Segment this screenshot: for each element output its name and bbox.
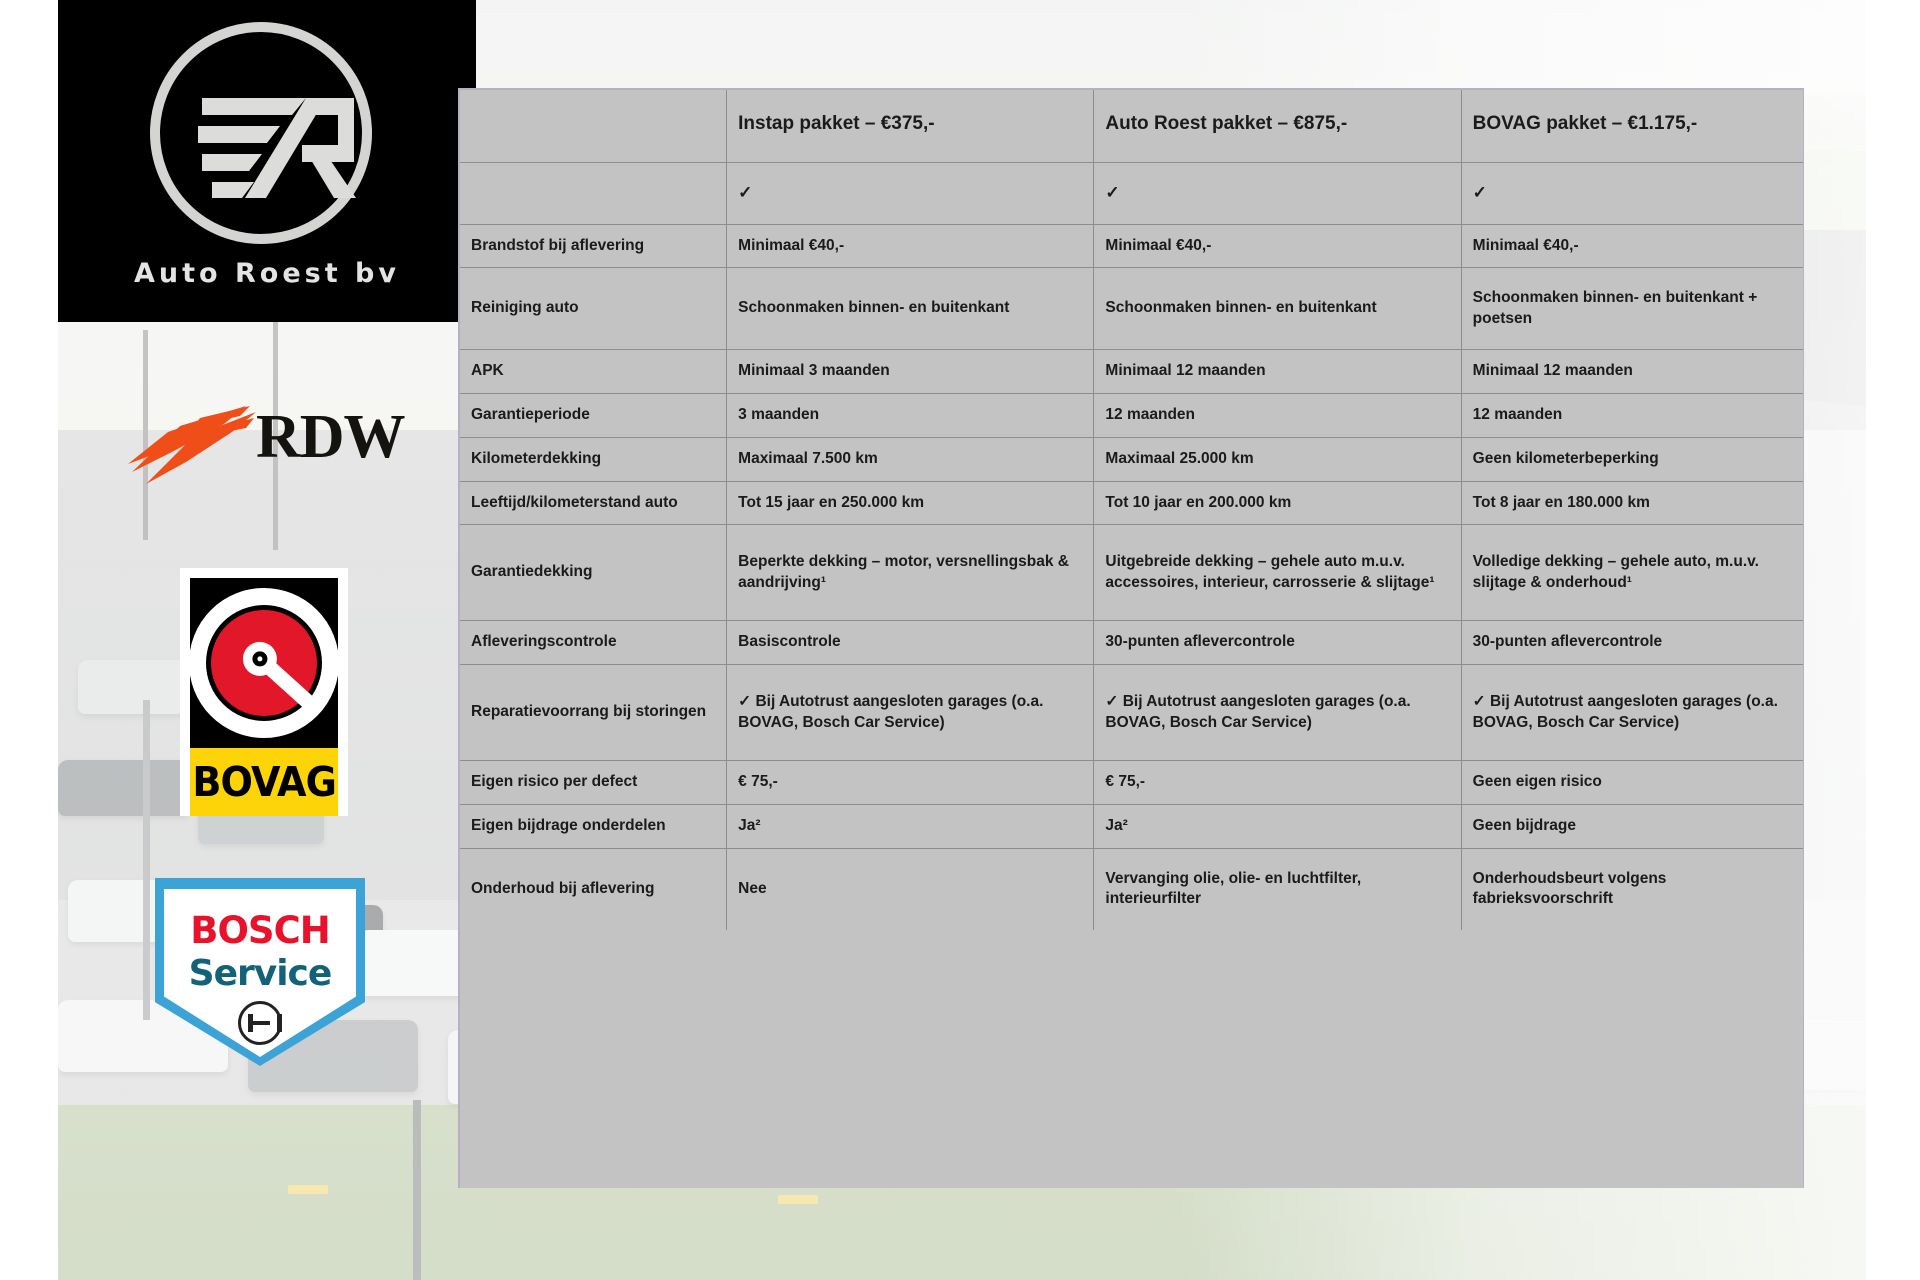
row-label-eigen-bijdrage: Eigen bijdrage onderdelen: [460, 804, 728, 849]
cell-autoroest-reparatievoorrang: ✓ Bij Autotrust aangesloten garages (o.a…: [1093, 664, 1462, 762]
table-row: Onderhoud bij aflevering Nee Vervanging …: [460, 848, 1803, 931]
bovag-logo: BOVAG: [180, 568, 348, 816]
cell-autoroest-afleveringscontrole: 30-punten aflevercontrole: [1093, 620, 1462, 666]
cell-bovag-eigen-risico: Geen eigen risico: [1461, 760, 1803, 805]
table-row: Reiniging auto Schoonmaken binnen- en bu…: [460, 267, 1803, 351]
cell-bovag-leeftijd: Tot 8 jaar en 180.000 km: [1461, 481, 1803, 526]
bovag-wheel-icon: [190, 578, 338, 748]
table-row: Reparatievoorrang bij storingen ✓ Bij Au…: [460, 664, 1803, 762]
cell-instap-leeftijd: Tot 15 jaar en 250.000 km: [726, 481, 1095, 526]
bosch-service-wordmark: Service: [188, 953, 333, 994]
cell-autoroest-eigen-bijdrage: Ja²: [1093, 804, 1462, 849]
cell-autoroest-garantieperiode: 12 maanden: [1093, 393, 1462, 438]
row-label-eigen-risico: Eigen risico per defect: [460, 760, 728, 805]
package-comparison-table-container: Instap pakket – €375,- Auto Roest pakket…: [458, 88, 1804, 1188]
cell-autoroest-onderhoud: Vervanging olie, olie- en luchtfilter, i…: [1093, 848, 1462, 931]
table-row: Garantiedekking Beperkte dekking – motor…: [460, 524, 1803, 622]
rdw-arrow-icon: [128, 402, 268, 488]
check-icon-instap: ✓: [726, 162, 1095, 225]
cell-instap-afleveringscontrole: Basiscontrole: [726, 620, 1095, 666]
row-label-garantiedekking: Garantiedekking: [460, 524, 728, 622]
row-label-reiniging: Reiniging auto: [460, 267, 728, 351]
table-row-check: ✓ ✓ ✓: [460, 162, 1803, 225]
bovag-wordmark: BOVAG: [192, 758, 336, 806]
cell-bovag-garantiedekking: Volledige dekking – gehele auto, m.u.v. …: [1461, 524, 1803, 622]
table-header-row: Instap pakket – €375,- Auto Roest pakket…: [460, 90, 1803, 163]
row-label-check: [460, 162, 728, 225]
cell-instap-brandstof: Minimaal €40,-: [726, 224, 1095, 269]
bosch-wordmark: BOSCH: [190, 909, 330, 952]
header-feature-column: [460, 90, 728, 163]
company-name: Auto Roest bv: [134, 258, 400, 289]
table-row: Garantieperiode 3 maanden 12 maanden 12 …: [460, 393, 1803, 438]
row-label-onderhoud: Onderhoud bij aflevering: [460, 848, 728, 931]
row-label-garantieperiode: Garantieperiode: [460, 393, 728, 438]
cell-instap-reparatievoorrang: ✓ Bij Autotrust aangesloten garages (o.a…: [726, 664, 1095, 762]
cell-bovag-kilometerdekking: Geen kilometerbeperking: [1461, 437, 1803, 482]
cell-bovag-onderhoud: Onderhoudsbeurt volgens fabrieksvoorschr…: [1472, 869, 1667, 908]
table-row: Eigen risico per defect € 75,- € 75,- Ge…: [460, 760, 1803, 805]
cell-autoroest-leeftijd: Tot 10 jaar en 200.000 km: [1093, 481, 1462, 526]
cell-bovag-reiniging: Schoonmaken binnen- en buitenkant + poet…: [1461, 267, 1803, 351]
table-row: Afleveringscontrole Basiscontrole 30-pun…: [460, 620, 1803, 666]
header-bovag-pakket: BOVAG pakket – €1.175,-: [1461, 90, 1803, 163]
cell-instap-reiniging: Schoonmaken binnen- en buitenkant: [726, 267, 1095, 351]
cell-bovag-garantieperiode: 12 maanden: [1461, 393, 1803, 438]
cell-autoroest-reiniging: Schoonmaken binnen- en buitenkant: [1093, 267, 1462, 351]
cell-bovag-eigen-bijdrage: Geen bijdrage: [1461, 804, 1803, 849]
rdw-logo: RDW: [128, 396, 418, 500]
cell-bovag-afleveringscontrole: 30-punten aflevercontrole: [1461, 620, 1803, 666]
cell-instap-garantiedekking: Beperkte dekking – motor, versnellingsba…: [726, 524, 1095, 622]
rdw-wordmark: RDW: [256, 403, 406, 471]
cell-autoroest-apk: Minimaal 12 maanden: [1093, 349, 1462, 395]
row-label-afleveringscontrole: Afleveringscontrole: [460, 620, 728, 666]
cell-bovag-reparatievoorrang: ✓ Bij Autotrust aangesloten garages (o.a…: [1461, 664, 1803, 762]
cell-instap-eigen-risico: € 75,-: [726, 760, 1095, 805]
cell-instap-kilometerdekking: Maximaal 7.500 km: [726, 437, 1095, 482]
cell-instap-onderhoud: Nee: [726, 848, 1095, 931]
cell-bovag-apk: Minimaal 12 maanden: [1461, 349, 1803, 395]
brand-logo-panel: Auto Roest bv: [58, 0, 476, 322]
row-label-brandstof: Brandstof bij aflevering: [460, 224, 728, 269]
cell-autoroest-garantiedekking: Uitgebreide dekking – gehele auto m.u.v.…: [1093, 524, 1462, 622]
row-label-leeftijd-kilometerstand: Leeftijd/kilometerstand auto: [460, 481, 728, 526]
table-row: Kilometerdekking Maximaal 7.500 km Maxim…: [460, 437, 1803, 482]
bovag-wordmark-band: BOVAG: [190, 748, 338, 816]
check-icon-bovag: ✓: [1461, 162, 1803, 225]
cell-instap-apk: Minimaal 3 maanden: [726, 349, 1095, 395]
table-row: Leeftijd/kilometerstand auto Tot 15 jaar…: [460, 481, 1803, 526]
cell-instap-eigen-bijdrage: Ja²: [726, 804, 1095, 849]
auto-roest-logo-icon: [150, 22, 372, 244]
cell-autoroest-kilometerdekking: Maximaal 25.000 km: [1093, 437, 1462, 482]
bosch-armature-icon: [238, 1001, 282, 1045]
header-auto-roest-pakket: Auto Roest pakket – €875,-: [1093, 90, 1462, 163]
row-label-reparatievoorrang: Reparatievoorrang bij storingen: [460, 664, 728, 762]
row-label-apk: APK: [460, 349, 728, 395]
cell-autoroest-eigen-risico: € 75,-: [1093, 760, 1462, 805]
cell-autoroest-brandstof: Minimaal €40,-: [1093, 224, 1462, 269]
table-row: Eigen bijdrage onderdelen Ja² Ja² Geen b…: [460, 804, 1803, 849]
table-row: Brandstof bij aflevering Minimaal €40,- …: [460, 224, 1803, 269]
table-row: APK Minimaal 3 maanden Minimaal 12 maand…: [460, 349, 1803, 395]
check-icon-auto-roest: ✓: [1093, 162, 1462, 225]
cell-bovag-brandstof: Minimaal €40,-: [1461, 224, 1803, 269]
package-comparison-table: Instap pakket – €375,- Auto Roest pakket…: [460, 90, 1803, 931]
header-instap-pakket: Instap pakket – €375,-: [726, 90, 1095, 163]
cell-instap-garantieperiode: 3 maanden: [726, 393, 1095, 438]
row-label-kilometerdekking: Kilometerdekking: [460, 437, 728, 482]
